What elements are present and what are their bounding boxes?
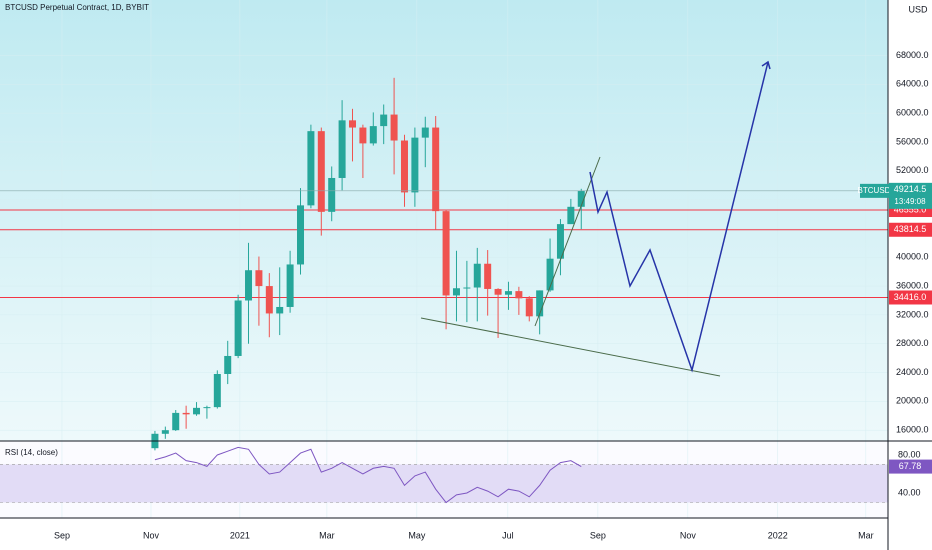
x-tick-label: Jul (502, 530, 514, 540)
projection-path (589, 61, 769, 373)
x-tick-label: 2022 (768, 530, 788, 540)
trend-line (420, 317, 721, 377)
x-tick-label: Sep (590, 530, 606, 540)
time-axis (0, 518, 888, 550)
labels: 16000.0 20000.0 24000.0 28000.0 32000.0 36000… (54, 50, 932, 540)
y-tick-label: 60000.0 (896, 108, 929, 118)
candle-body (203, 407, 211, 409)
candle-body (328, 177, 336, 212)
level-label: 46555.0 (894, 204, 927, 214)
candle-body (255, 270, 263, 287)
y-tick-label: 20000.0 (896, 396, 929, 406)
rsi-line (154, 446, 582, 504)
candle-body (421, 127, 429, 138)
projection-arrow (761, 60, 771, 70)
candle-body (390, 114, 398, 141)
candle-body (172, 412, 180, 431)
candle-body (452, 288, 460, 296)
candle-body (400, 140, 408, 193)
rsi-tick-label: 40.00 (898, 487, 921, 497)
candle-body (484, 263, 492, 289)
candle-body (297, 205, 305, 265)
drawings (420, 60, 771, 377)
x-tick-label: Nov (143, 530, 160, 540)
last-price-label: 49214.5 (894, 184, 927, 194)
candle-body (286, 264, 294, 307)
price-axis (888, 0, 932, 550)
symbol-box (860, 183, 889, 198)
level-label: 43814.5 (894, 224, 927, 234)
candle-body (276, 306, 284, 314)
candle-body (224, 355, 232, 374)
candle-body (473, 263, 481, 288)
candle-body (338, 120, 346, 178)
candle-body (161, 430, 169, 434)
candle-body (536, 290, 544, 317)
candle-body (213, 373, 221, 408)
grid (0, 0, 888, 518)
y-tick-label: 64000.0 (896, 79, 929, 89)
y-tick-label: 28000.0 (896, 338, 929, 348)
y-tick-label: 52000.0 (896, 165, 929, 175)
candle-body (525, 298, 533, 317)
candle-body (515, 291, 523, 299)
candle-body (245, 270, 253, 301)
candle-body (265, 286, 273, 314)
rsi-last-box (889, 459, 932, 474)
candle-body (577, 190, 585, 207)
candle-body (463, 287, 471, 289)
level-label-box (889, 222, 932, 237)
last-price-box (889, 182, 932, 209)
candle-body (359, 127, 367, 144)
candle-body (504, 291, 512, 295)
candle-body (317, 131, 325, 212)
candle-body (411, 137, 419, 193)
symbol-label: BTCUSD (858, 186, 891, 195)
candle-body (432, 127, 440, 212)
y-tick-label: 24000.0 (896, 367, 929, 377)
x-tick-label: Nov (680, 530, 697, 540)
candle-body (546, 258, 554, 291)
chart-title: BTCUSD Perpetual Contract, 1D, BYBIT (5, 3, 149, 12)
rsi-tick-label: 80.00 (898, 449, 921, 459)
rsi-band (0, 464, 888, 503)
countdown: 13:49:08 (894, 197, 926, 206)
x-tick-label: Mar (858, 530, 874, 540)
candle-body (567, 206, 575, 225)
candle-body (234, 300, 242, 356)
x-tick-label: Sep (54, 530, 70, 540)
currency: USD (908, 4, 928, 14)
x-tick-label: Mar (319, 530, 335, 540)
y-tick-label: 16000.0 (896, 425, 929, 435)
y-tick-label: 32000.0 (896, 309, 929, 319)
candle-body (193, 407, 201, 415)
y-tick-label: 40000.0 (896, 252, 929, 262)
candle-body (442, 211, 450, 296)
level-label: 34416.0 (894, 292, 927, 302)
candle-body (182, 412, 190, 415)
y-tick-label: 36000.0 (896, 280, 929, 290)
marks (0, 77, 888, 504)
y-tick-label: 68000.0 (896, 50, 929, 60)
candle-body (556, 224, 564, 259)
rsi-title: RSI (14, close) (5, 448, 58, 457)
y-tick-label: 56000.0 (896, 136, 929, 146)
x-tick-label: May (408, 530, 426, 540)
candle-body (494, 288, 502, 295)
level-label-box (889, 290, 932, 305)
candle-body (348, 120, 356, 128)
x-tick-label: 2021 (230, 530, 250, 540)
candle-body (307, 131, 315, 206)
trend-line (534, 156, 601, 327)
rsi-last-label: 67.78 (899, 461, 922, 471)
candle-body (380, 114, 388, 127)
candle-body (369, 126, 377, 144)
